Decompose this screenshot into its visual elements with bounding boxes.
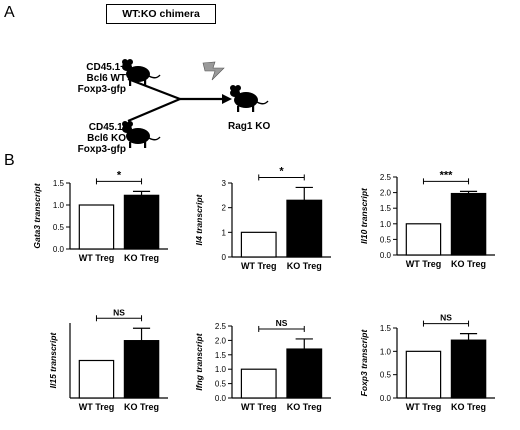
bar	[405, 223, 442, 256]
significance-label: ***	[440, 169, 454, 181]
y-tick-label: 1.0	[380, 220, 392, 229]
y-tick-label: 2.0	[380, 189, 392, 198]
donor-ko-label: CD45.1- Bcl6 KO Foxp3-gfp	[60, 122, 126, 155]
chimera-title-box: WT:KO chimera	[106, 4, 216, 24]
y-tick-label: 1	[222, 228, 227, 237]
y-tick-label: 3	[222, 179, 227, 188]
recipient-label: Rag1 KO	[228, 121, 271, 132]
y-axis-label: Il15 transcript	[48, 331, 58, 388]
y-tick-label: 0.5	[53, 223, 65, 232]
x-category-label: KO Treg	[124, 402, 159, 412]
significance-label: NS	[276, 318, 288, 328]
x-category-label: WT Treg	[79, 253, 115, 263]
significance-label: *	[117, 169, 122, 181]
y-tick-label: 2	[222, 204, 227, 213]
transfer-arrow-head	[222, 94, 232, 104]
y-tick-label: 1.0	[53, 201, 65, 210]
y-tick-label: 1.5	[53, 179, 65, 188]
merge-line-bottom	[127, 97, 181, 123]
x-category-label: WT Treg	[406, 402, 442, 412]
bar	[450, 339, 487, 399]
donor-wt-line-1: CD45.1+	[86, 62, 126, 73]
bar	[286, 199, 323, 258]
x-category-label: KO Treg	[124, 253, 159, 263]
bar	[240, 231, 277, 258]
donor-ko-line-3: Foxp3-gfp	[77, 144, 126, 155]
x-category-label: WT Treg	[241, 402, 277, 412]
bar	[405, 350, 442, 399]
y-axis-label: Il4 transcript	[194, 193, 204, 245]
panel-b-letter: B	[4, 152, 15, 169]
donor-wt-label: CD45.1+ Bcl6 WT Foxp3-gfp	[60, 62, 126, 95]
x-category-label: WT Treg	[406, 259, 442, 269]
y-tick-label: 0.5	[380, 235, 392, 244]
y-tick-label: 1.5	[380, 204, 392, 213]
x-category-label: KO Treg	[287, 261, 322, 271]
donor-wt-line-3: Foxp3-gfp	[77, 84, 126, 95]
significance-label: *	[279, 165, 284, 177]
bar	[450, 192, 487, 256]
merge-line-top	[127, 77, 181, 101]
y-axis-label: Il10 transcript	[359, 187, 369, 244]
x-category-label: KO Treg	[451, 402, 486, 412]
y-axis-label: Gata3 transcript	[32, 182, 42, 248]
x-category-label: KO Treg	[451, 259, 486, 269]
y-tick-label: 0.0	[53, 245, 65, 254]
y-tick-label: 1.5	[215, 351, 227, 360]
y-tick-label: 0.5	[215, 380, 227, 389]
y-axis-label: Foxp3 transcript	[359, 329, 369, 397]
y-tick-label: 1.5	[380, 324, 392, 333]
significance-label: NS	[440, 313, 452, 323]
bar	[78, 359, 115, 399]
chimera-schematic	[121, 58, 269, 149]
bar	[123, 194, 160, 250]
y-tick-label: 2.0	[215, 336, 227, 345]
donor-ko-line-2: Bcl6 KO	[87, 133, 126, 144]
bar	[78, 204, 115, 250]
y-axis-label: Ifng transcript	[194, 332, 204, 390]
x-category-label: KO Treg	[287, 402, 322, 412]
y-tick-label: 2.5	[215, 322, 227, 331]
y-tick-label: 0.0	[380, 394, 392, 403]
significance-label: NS	[113, 307, 125, 317]
bar	[240, 368, 277, 399]
y-tick-label: 0.0	[215, 394, 227, 403]
y-tick-label: 0.0	[380, 251, 392, 260]
y-tick-label: 0	[222, 253, 227, 262]
irradiation-bolt-icon	[202, 61, 225, 81]
y-tick-label: 0.5	[380, 371, 392, 380]
donor-ko-line-1: CD45.1-	[88, 122, 126, 133]
x-category-label: WT Treg	[79, 402, 115, 412]
y-tick-label: 1.0	[380, 347, 392, 356]
x-category-label: WT Treg	[241, 261, 277, 271]
y-tick-label: 2.5	[380, 173, 392, 182]
panel-a-letter: A	[4, 4, 15, 21]
y-tick-label: 1.0	[215, 365, 227, 374]
donor-wt-line-2: Bcl6 WT	[86, 73, 126, 84]
